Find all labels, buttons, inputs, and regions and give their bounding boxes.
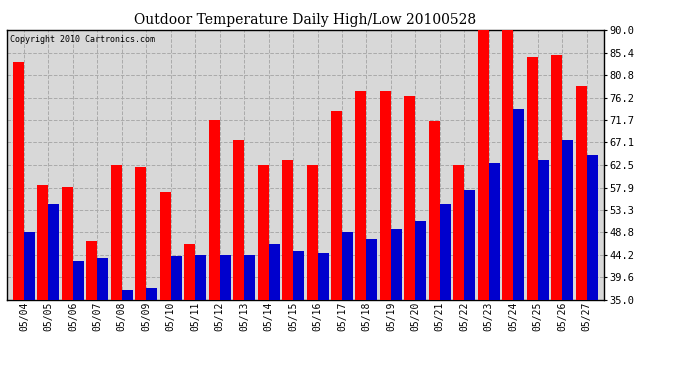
Bar	[355, 92, 366, 375]
Bar	[404, 96, 415, 375]
Bar	[586, 155, 598, 375]
Bar	[257, 165, 268, 375]
Bar	[73, 261, 84, 375]
Bar	[86, 241, 97, 375]
Bar	[282, 160, 293, 375]
Bar	[440, 204, 451, 375]
Bar	[146, 288, 157, 375]
Bar	[62, 187, 73, 375]
Bar	[562, 141, 573, 375]
Bar	[171, 256, 181, 375]
Bar	[464, 189, 475, 375]
Bar	[575, 87, 586, 375]
Bar	[208, 120, 219, 375]
Bar	[453, 165, 464, 375]
Bar	[551, 54, 562, 375]
Bar	[244, 255, 255, 375]
Bar	[502, 30, 513, 375]
Bar	[380, 92, 391, 375]
Bar	[268, 243, 279, 375]
Bar	[415, 222, 426, 375]
Bar	[366, 238, 377, 375]
Bar	[233, 141, 244, 375]
Bar	[48, 204, 59, 375]
Bar	[538, 160, 549, 375]
Bar	[391, 229, 402, 375]
Bar	[477, 30, 489, 375]
Bar	[429, 121, 440, 375]
Bar	[97, 258, 108, 375]
Bar	[122, 290, 133, 375]
Bar	[135, 168, 146, 375]
Bar	[331, 111, 342, 375]
Bar	[160, 192, 171, 375]
Bar	[13, 62, 24, 375]
Bar	[489, 162, 500, 375]
Bar	[184, 243, 195, 375]
Bar	[306, 165, 317, 375]
Bar	[317, 254, 328, 375]
Text: Copyright 2010 Cartronics.com: Copyright 2010 Cartronics.com	[10, 35, 155, 44]
Bar	[37, 184, 48, 375]
Bar	[342, 232, 353, 375]
Bar	[111, 165, 122, 375]
Bar	[293, 251, 304, 375]
Bar	[513, 108, 524, 375]
Bar	[24, 232, 35, 375]
Bar	[526, 57, 538, 375]
Title: Outdoor Temperature Daily High/Low 20100528: Outdoor Temperature Daily High/Low 20100…	[135, 13, 476, 27]
Bar	[195, 255, 206, 375]
Bar	[219, 255, 230, 375]
